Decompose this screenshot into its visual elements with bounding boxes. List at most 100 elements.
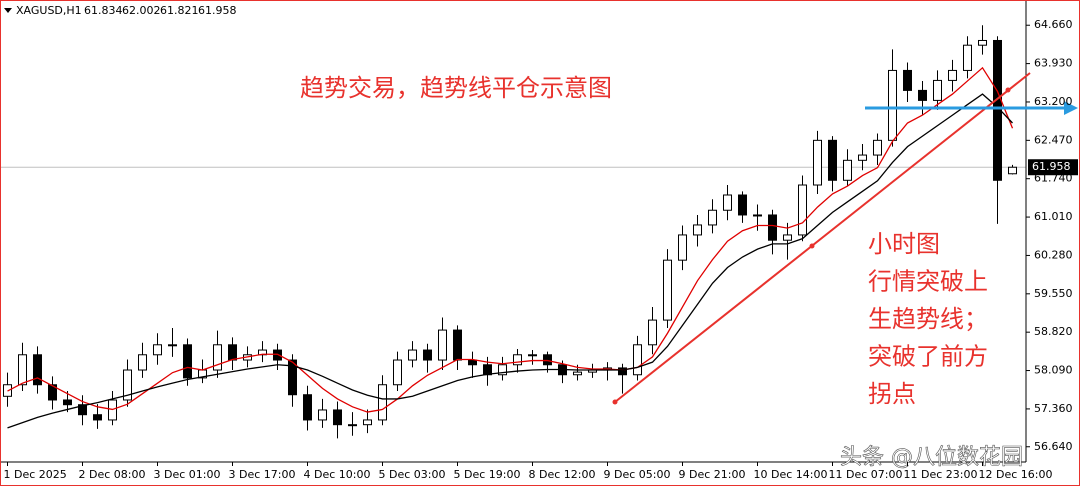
header-close: 61.958 <box>198 4 237 17</box>
candle-body <box>528 354 537 357</box>
y-tick-label: 58.090 <box>1034 364 1073 377</box>
candle-body <box>168 344 177 347</box>
x-tick-label: 5 Dec 03:00 <box>379 468 446 481</box>
candle-body <box>918 89 927 101</box>
candle-body <box>933 79 942 101</box>
candle-body <box>828 139 837 181</box>
candle-body <box>723 194 732 211</box>
y-tick-label: 62.470 <box>1034 133 1073 146</box>
y-tick-label: 56.640 <box>1034 440 1073 453</box>
candle-body <box>813 139 822 186</box>
candle-body <box>213 344 222 371</box>
header-open: 61.834 <box>84 4 123 17</box>
candle-body <box>963 44 972 71</box>
candle-body <box>633 344 642 376</box>
candle-body <box>483 364 492 376</box>
candle-body <box>183 344 192 379</box>
candle-body <box>993 39 1002 181</box>
candle-body <box>618 367 627 376</box>
candle-body <box>798 184 807 236</box>
candle-body <box>123 369 132 401</box>
y-tick-label: 61.010 <box>1034 210 1073 223</box>
candle-body <box>438 329 447 361</box>
candle-body <box>423 349 432 361</box>
watermark: 头条 @八位数花园 <box>840 445 1023 470</box>
price-label: 61.958 <box>1032 160 1071 173</box>
candle-body <box>48 384 57 401</box>
candle-body <box>978 39 987 46</box>
x-tick-label: 11 Dec 23:00 <box>904 468 978 481</box>
candle-body <box>453 329 462 361</box>
y-tick-label: 64.660 <box>1034 18 1073 31</box>
note-line: 小时图 <box>868 230 940 258</box>
moving-average <box>7 66 1014 413</box>
candle-body <box>273 349 282 361</box>
candle-body <box>93 414 102 421</box>
candle-body <box>378 384 387 421</box>
trend-line <box>614 72 1031 403</box>
plot <box>0 25 1026 439</box>
header-low: 61.821 <box>160 4 199 17</box>
candle-body <box>333 409 342 426</box>
candle-body <box>858 154 867 161</box>
candle-body <box>573 371 582 376</box>
x-tick-label: 5 Dec 19:00 <box>454 468 521 481</box>
candle-body <box>708 209 717 226</box>
note-line: 突破了前方 <box>868 343 988 371</box>
candle-body <box>1008 166 1017 175</box>
x-tick-label: 3 Dec 17:00 <box>229 468 296 481</box>
candle-body <box>513 354 522 366</box>
header-icon <box>4 8 12 13</box>
y-tick-label: 60.280 <box>1034 248 1073 261</box>
candle-body <box>18 354 27 386</box>
symbol: XAGUSD,H1 <box>16 4 82 17</box>
candle-body <box>303 394 312 421</box>
note-line: 行情突破上 <box>868 268 988 296</box>
candle-body <box>138 354 147 371</box>
trend-point <box>809 243 815 249</box>
candle-body <box>753 214 762 217</box>
x-tick-label: 2 Dec 08:00 <box>79 468 146 481</box>
candle-body <box>843 159 852 181</box>
candle-body <box>873 139 882 156</box>
candle-body <box>348 424 357 427</box>
candle-body <box>498 364 507 376</box>
candle-body <box>693 224 702 236</box>
candle-body <box>363 419 372 426</box>
candle-body <box>393 359 402 386</box>
note-line: 拐点 <box>868 380 916 408</box>
candle-body <box>948 69 957 81</box>
candle-body <box>288 359 297 396</box>
candle-body <box>738 194 747 216</box>
y-tick-label: 63.200 <box>1034 95 1073 108</box>
moving-average <box>7 93 1013 429</box>
candle-body <box>888 69 897 141</box>
trend-point <box>612 399 618 405</box>
candle-body <box>648 319 657 346</box>
x-tick-label: 9 Dec 21:00 <box>679 468 746 481</box>
x-tick-label: 1 Dec 2025 <box>4 468 67 481</box>
trend-point <box>1005 87 1011 93</box>
x-tick-label: 8 Dec 12:00 <box>529 468 596 481</box>
y-tick-label: 57.360 <box>1034 402 1073 415</box>
y-tick-label: 58.820 <box>1034 325 1073 338</box>
candle-body <box>153 344 162 356</box>
y-tick-label: 63.930 <box>1034 57 1073 70</box>
x-tick-label: 12 Dec 16:00 <box>979 468 1053 481</box>
candle-body <box>468 359 477 366</box>
candle-body <box>63 399 72 406</box>
candle-body <box>543 354 552 366</box>
header-high: 62.002 <box>122 4 161 17</box>
arrow-head <box>1064 101 1078 115</box>
candle-body <box>78 404 87 416</box>
x-tick-label: 4 Dec 10:00 <box>304 468 371 481</box>
candle-body <box>678 234 687 261</box>
note-line: 生趋势线； <box>868 305 988 333</box>
candle-body <box>663 259 672 321</box>
candle-body <box>318 409 327 421</box>
candle-body <box>33 354 42 386</box>
price-label-box <box>1028 159 1078 176</box>
chart-title: 趋势交易，趋势线平仓示意图 <box>300 74 612 102</box>
